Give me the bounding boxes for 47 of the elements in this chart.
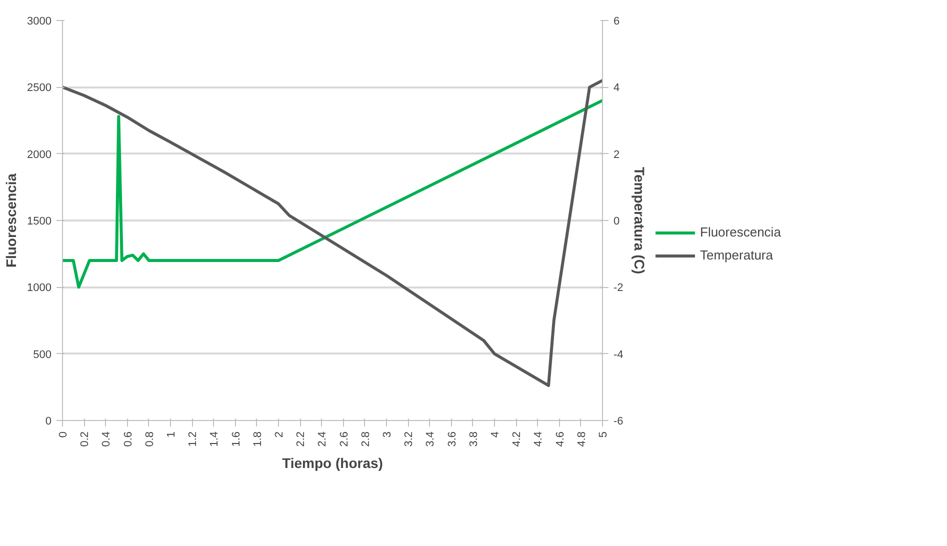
line-series — [62, 79, 602, 387]
y2-axis-title: Temperatura (C) — [631, 166, 648, 274]
x-tick-label: 2.8 — [360, 431, 372, 447]
x-tick-label: 0.2 — [79, 431, 92, 447]
x-tick-label: 0.4 — [100, 431, 113, 447]
x-tick-label: 0.8 — [144, 431, 156, 447]
x-tick-label: 3.4 — [424, 431, 437, 447]
x-tick-label: 3.6 — [446, 431, 458, 447]
x-tick-label: 4.2 — [511, 431, 524, 447]
x-tick-label: 3.2 — [403, 431, 416, 447]
x-tick-label: 3.8 — [468, 431, 480, 447]
x-tick-label: 1.4 — [208, 431, 221, 447]
y2-tick-label: -4 — [614, 348, 624, 361]
y-tick-label: 1500 — [27, 216, 52, 228]
x-tick-label: 1.2 — [187, 431, 200, 447]
x-tick-label: 2.4 — [316, 431, 329, 447]
y2-tick-label: -6 — [614, 416, 624, 428]
legend-label: Temperatura — [700, 248, 773, 262]
y2-tick-label: 0 — [614, 216, 620, 228]
x-tick-label: 2.6 — [338, 431, 350, 447]
line-series — [62, 99, 602, 289]
y-tick-label: 0 — [45, 416, 52, 428]
x-tick-label: 4 — [490, 431, 502, 438]
y2-tick-label: 4 — [614, 82, 620, 94]
x-tick-label: 4.6 — [554, 431, 566, 447]
y-tick-label: 1000 — [27, 282, 52, 294]
x-tick-label: 3 — [382, 431, 394, 438]
x-tick-label: 5 — [598, 431, 610, 438]
x-tick-label: 0.6 — [122, 431, 134, 447]
y2-tick-label: -2 — [614, 282, 624, 294]
y2-tick-label: 6 — [614, 16, 620, 28]
x-tick-label: 2.2 — [295, 431, 308, 447]
y-axis-title: Fluorescencia — [3, 173, 20, 268]
x-axis-title: Tiempo (horas) — [282, 454, 383, 471]
x-tick-label: 1 — [166, 431, 178, 438]
x-tick-label: 1.6 — [230, 431, 242, 447]
x-tick-label: 4.8 — [576, 431, 588, 447]
x-tick-label: 0 — [58, 431, 70, 438]
x-tick-label: 4.4 — [532, 431, 545, 447]
y2-tick-label: 2 — [614, 148, 620, 161]
x-tick-label: 1.8 — [252, 431, 264, 447]
legend-label: Fluorescencia — [700, 224, 781, 240]
y-tick-label: 500 — [33, 348, 52, 361]
y-tick-label: 2000 — [27, 148, 52, 161]
x-tick-label: 2 — [274, 431, 286, 438]
y-tick-label: 2500 — [27, 82, 52, 94]
y-tick-label: 3000 — [27, 16, 52, 28]
